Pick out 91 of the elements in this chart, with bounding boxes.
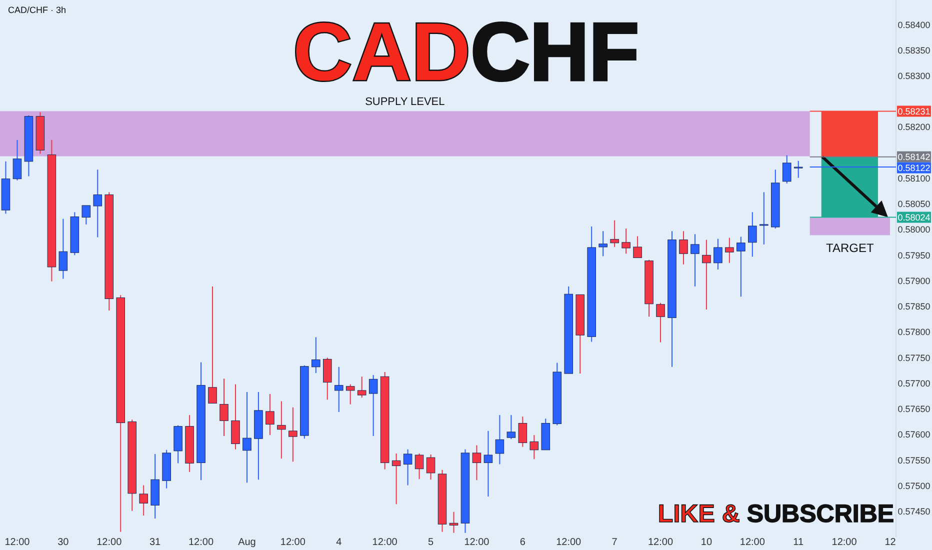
x-tick-label: 12:00 [556, 537, 582, 548]
y-tick-label: 0.58400 [898, 20, 930, 30]
candlestick [702, 239, 711, 310]
candlestick [82, 204, 91, 225]
x-tick-label: 12:00 [280, 537, 306, 548]
ref-line-label: 0.58122 [898, 162, 930, 173]
y-tick-label: 0.57700 [898, 378, 930, 388]
candlestick [392, 452, 401, 505]
candlestick [242, 391, 252, 484]
candlestick [346, 384, 355, 405]
candlestick [748, 212, 757, 258]
band-label: TARGET [826, 241, 874, 256]
y-tick-label: 0.57650 [898, 404, 930, 414]
candlestick [208, 286, 217, 404]
y-tick-label: 0.57450 [898, 506, 930, 517]
candlestick [679, 230, 688, 265]
candlestick [334, 366, 344, 412]
candlestick [58, 218, 68, 280]
x-tick-label: 12:00 [464, 537, 490, 548]
candlestick [495, 414, 504, 465]
y-tick-label: 0.57500 [898, 480, 930, 491]
candlestick [714, 238, 722, 270]
candlestick [323, 357, 332, 400]
x-tick-label: 12:00 [832, 537, 858, 548]
candlestick [760, 192, 768, 245]
y-tick-label: 0.58050 [898, 199, 930, 210]
candlestick [633, 236, 642, 258]
x-tick-label: 12:00 [96, 537, 122, 548]
candlestick [288, 406, 298, 462]
annotation: LIKE & SUBSCRIBE [658, 500, 894, 528]
y-tick-label: 0.57750 [898, 352, 930, 363]
candlestick [312, 336, 320, 374]
candlestick [472, 444, 482, 481]
candlestick [518, 416, 528, 448]
y-tick-label: 0.57900 [898, 276, 930, 286]
candlestick [610, 220, 619, 248]
candlestick [782, 154, 792, 184]
candlestick [368, 374, 378, 437]
x-tick-label: 12:00 [740, 537, 766, 548]
ref-line-label: 0.58142 [898, 152, 930, 162]
x-tick-label: 4 [336, 537, 342, 548]
x-tick-label: 6 [520, 537, 526, 548]
text: CAD/CHF · 3h [8, 5, 66, 15]
y-tick-label: 0.58100 [898, 173, 930, 184]
y-tick-label: 0.57850 [898, 302, 930, 312]
candlestick [506, 414, 516, 440]
y-tick-label: 0.58350 [898, 45, 930, 56]
candlestick [93, 169, 102, 238]
y-tick-label: 0.57800 [898, 327, 930, 338]
candlestick [403, 448, 412, 486]
x-tick-label: 10 [700, 537, 712, 548]
x-tick-label: 5 [428, 537, 434, 548]
candlestick [530, 434, 539, 460]
band-label: SUPPLY LEVEL [365, 96, 445, 108]
x-tick-label: Aug [238, 537, 256, 548]
candlestick [656, 302, 665, 343]
x-tick-label: 12:00 [4, 537, 30, 548]
x-tick-label: 7 [612, 537, 618, 548]
candlestick [736, 236, 746, 298]
candlestick [414, 452, 424, 480]
candlestick [484, 430, 493, 498]
y-tick-label: 0.58000 [898, 224, 930, 235]
candlestick [139, 484, 148, 516]
x-tick-label: 12:00 [648, 537, 674, 548]
chart-title: CADCHF [292, 7, 640, 98]
ref-line-label: 0.58024 [898, 212, 930, 222]
y-tick-label: 0.58200 [898, 122, 930, 132]
ref-line-label: 0.58231 [898, 106, 930, 116]
x-tick-label: 12:00 [372, 537, 398, 548]
candlestick [690, 234, 700, 287]
candlestick [277, 400, 286, 460]
candlestick [12, 139, 22, 181]
candlestick [622, 228, 630, 254]
x-tick-label: 12 [884, 537, 896, 548]
candlestick [357, 376, 366, 398]
y-tick-label: 0.57550 [898, 455, 930, 466]
x-tick-label: 31 [150, 537, 162, 548]
candlestick [426, 454, 436, 480]
candlestick [794, 160, 803, 178]
x-tick-label: 12:00 [188, 537, 214, 548]
y-tick-label: 0.57600 [898, 430, 930, 440]
candlestick [449, 511, 458, 534]
y-tick-label: 0.58300 [898, 71, 930, 82]
candlestick [725, 237, 734, 264]
x-tick-label: 30 [58, 537, 70, 548]
x-tick-label: 11 [793, 537, 804, 548]
candlestick [266, 394, 274, 436]
candlestick [231, 384, 240, 450]
y-tick-label: 0.57950 [898, 250, 930, 260]
candlestick [220, 378, 228, 437]
candlestick [598, 230, 608, 257]
